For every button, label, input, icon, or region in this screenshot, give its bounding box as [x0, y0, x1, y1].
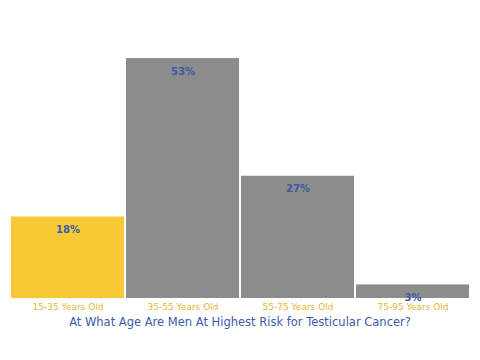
svg-text:18%: 18%: [56, 224, 80, 235]
svg-text:3%: 3%: [404, 292, 422, 304]
svg-text:27%: 27%: [286, 183, 310, 194]
html-text:At What Age Are Men At Highest: At What Age Are Men At Highest Risk for …: [69, 315, 411, 329]
svg-text:53%: 53%: [171, 66, 195, 77]
svg-text:75-95 Years Old: 75-95 Years Old: [378, 302, 449, 312]
svg-text:15-35 Years Old: 15-35 Years Old: [33, 302, 104, 312]
svg-text:55-75 Years Old: 55-75 Years Old: [263, 302, 334, 312]
svg-text:35-55 Years Old: 35-55 Years Old: [148, 302, 219, 312]
